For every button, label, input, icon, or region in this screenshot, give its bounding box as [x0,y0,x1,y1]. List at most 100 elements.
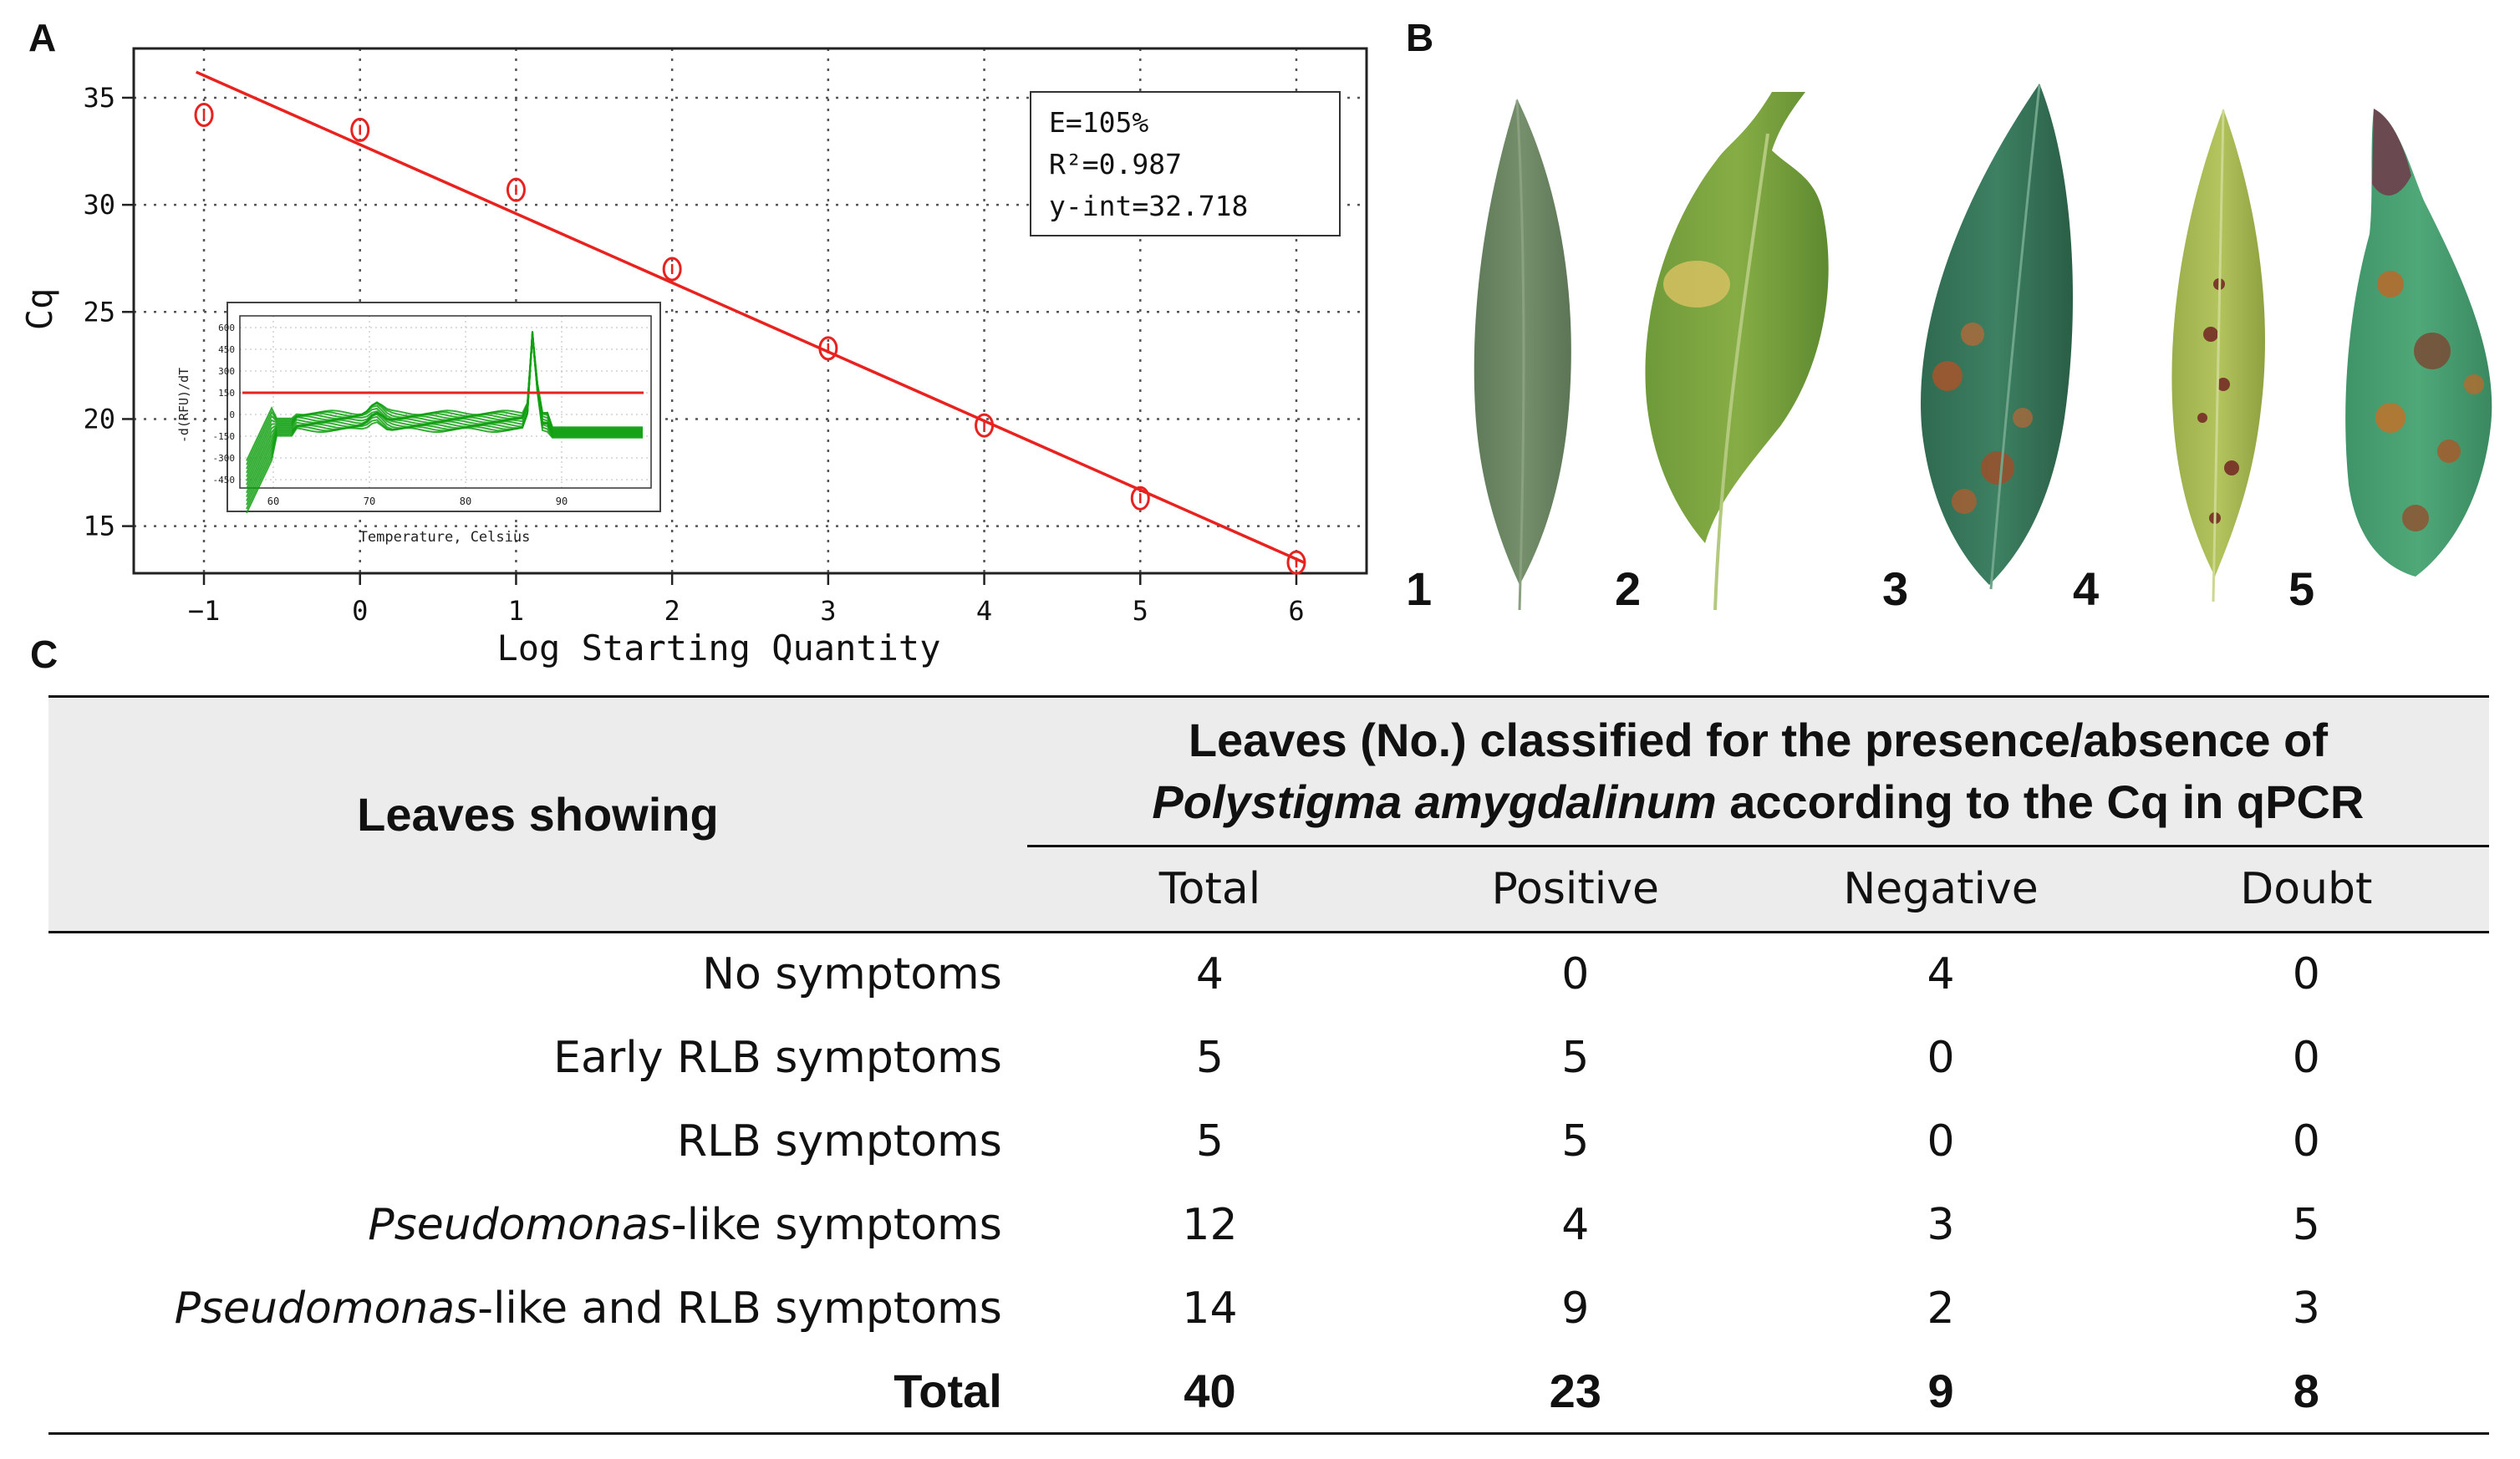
leaf-images [1474,84,2492,611]
x-tick-label: 2 [664,595,680,627]
inset-y-tick-label: 0 [229,409,235,420]
cell-negative: 0 [1927,1116,1955,1167]
results-table-panel: Leaves showing Leaves (No.) classified f… [48,695,2489,1435]
x-axis-label: Log Starting Quantity [496,628,940,668]
cell-positive: 0 [1561,949,1590,1000]
table-row: Pseudomonas-like symptoms 12 4 3 5 [48,1183,2489,1267]
header-classification-group: Leaves (No.) classified for the presence… [1026,696,2489,847]
leaf-3-rlb-symptoms [1921,84,2073,590]
x-tick-label: 4 [976,595,992,627]
inset-x-tick-label: 80 [460,496,471,507]
column-header-total: Total [1158,864,1261,914]
inset-x-tick-label: 90 [556,496,568,507]
cell-positive: 5 [1561,1116,1590,1167]
panel-a-label: A [28,16,57,59]
total-cell-positive: 23 [1549,1365,1601,1418]
header-group-line-2: Polystigma amygdalinum according to the … [1027,771,2489,833]
inset-y-tick-label: 300 [218,366,235,377]
inset-y-label: -d(RFU)/dT [176,368,191,443]
results-table: Leaves showing Leaves (No.) classified f… [48,695,2489,1435]
annotation-r2: R²=0.987 [1049,148,1182,180]
table-row: No symptoms 4 0 4 0 [48,933,2489,1016]
leaf-4-pseudomonas-like [2171,109,2265,602]
data-point [975,413,995,438]
leaf-number-3: 3 [1882,562,1909,615]
inset-y-tick-label: -300 [213,453,236,464]
cell-positive: 5 [1561,1032,1590,1083]
column-header-positive: Positive [1491,864,1659,914]
header-group-line-2-rest: according to the Cq in qPCR [1716,775,2365,828]
row-label: Early RLB symptoms [553,1032,1002,1083]
data-point [1130,485,1150,511]
melt-curve-inset: 60 70 80 90 600 450 300 150 0 -150 -300 -450 -d(RFU… [176,302,661,546]
total-cell-negative: 9 [1927,1365,1954,1418]
y-tick-label: 35 [83,82,115,114]
leaf-2-early-symptoms [1645,92,1829,611]
cell-total: 12 [1182,1199,1238,1250]
column-header-negative: Negative [1843,864,2039,914]
total-cell-total: 40 [1184,1365,1236,1418]
header-species-name: Polystigma amygdalinum [1152,775,1717,828]
inset-x-tick-label: 70 [364,496,375,507]
inset-y-tick-label: 450 [218,344,235,355]
header-leaves-showing: Leaves showing [357,788,719,841]
y-tick-label: 15 [83,511,115,542]
leaf-photos-panel: 1 2 3 4 5 [1387,33,2520,635]
x-tick-label: 1 [508,595,524,627]
row-label: Pseudomonas-like symptoms [368,1199,1002,1250]
inset-y-tick-label: 600 [218,323,235,333]
cell-doubt: 0 [2292,949,2320,1000]
y-tick-label: 30 [83,189,115,221]
x-tick-label: 6 [1288,595,1304,627]
leaf-number-5: 5 [2288,562,2315,615]
data-point [350,117,370,142]
data-point [818,336,838,361]
row-label: No symptoms [702,949,1002,1000]
cell-total: 5 [1195,1116,1224,1167]
x-tick-label: 0 [352,595,368,627]
melt-curve [246,331,643,514]
inset-x-label: Temperature, Celsius [359,529,531,546]
x-tick-label: −1 [188,595,221,627]
y-axis-label: Cq [19,288,60,331]
regression-line [195,70,1306,564]
plot-frame [132,47,1368,575]
data-point [1286,550,1306,575]
panel-c-label: C [30,633,59,676]
x-tick-label: 5 [1133,595,1148,627]
standard-curve-panel: −1 0 1 2 3 4 5 6 15 20 25 30 35 Cq Log Starting Quan… [0,0,1387,685]
cell-positive: 9 [1561,1283,1590,1334]
cell-negative: 0 [1927,1032,1955,1083]
leaf-number-4: 4 [2073,562,2100,615]
table-row: RLB symptoms 5 5 0 0 [48,1100,2489,1183]
column-header-doubt: Doubt [2240,864,2373,914]
leaf-number-2: 2 [1615,562,1642,615]
cell-negative: 2 [1927,1283,1955,1334]
leaf-5-pseudomonas-and-rlb [2345,109,2492,577]
data-point [194,102,214,127]
data-point [662,257,682,282]
cell-negative: 3 [1927,1199,1955,1250]
leaf-1-healthy [1474,99,1571,611]
row-label: RLB symptoms [677,1116,1002,1167]
cell-doubt: 3 [2292,1283,2320,1334]
row-label: Pseudomonas-like and RLB symptoms [174,1283,1002,1334]
table-row: Pseudomonas-like and RLB symptoms 14 9 2… [48,1267,2489,1350]
cell-total: 14 [1182,1283,1238,1334]
cell-doubt: 0 [2292,1032,2320,1083]
header-group-line-1: Leaves (No.) classified for the presence… [1188,714,2328,766]
cell-negative: 4 [1927,949,1955,1000]
cell-positive: 4 [1561,1199,1590,1250]
table-row: Early RLB symptoms 5 5 0 0 [48,1016,2489,1100]
inset-x-tick-label: 60 [267,496,279,507]
y-tick-label: 20 [83,403,115,435]
inset-y-tick-label: -150 [213,431,236,442]
leaf-number-1: 1 [1406,562,1433,615]
cell-total: 5 [1195,1032,1224,1083]
panel-b-label: B [1406,16,1434,59]
inset-y-tick-label: -450 [213,475,236,485]
standard-curve-chart: −1 0 1 2 3 4 5 6 15 20 25 30 35 Cq Log Starting Quan… [19,47,1368,668]
total-row: Total 40 23 9 8 [48,1350,2489,1434]
annotation-y-intercept: y-int=32.718 [1049,190,1248,222]
x-tick-label: 3 [820,595,836,627]
